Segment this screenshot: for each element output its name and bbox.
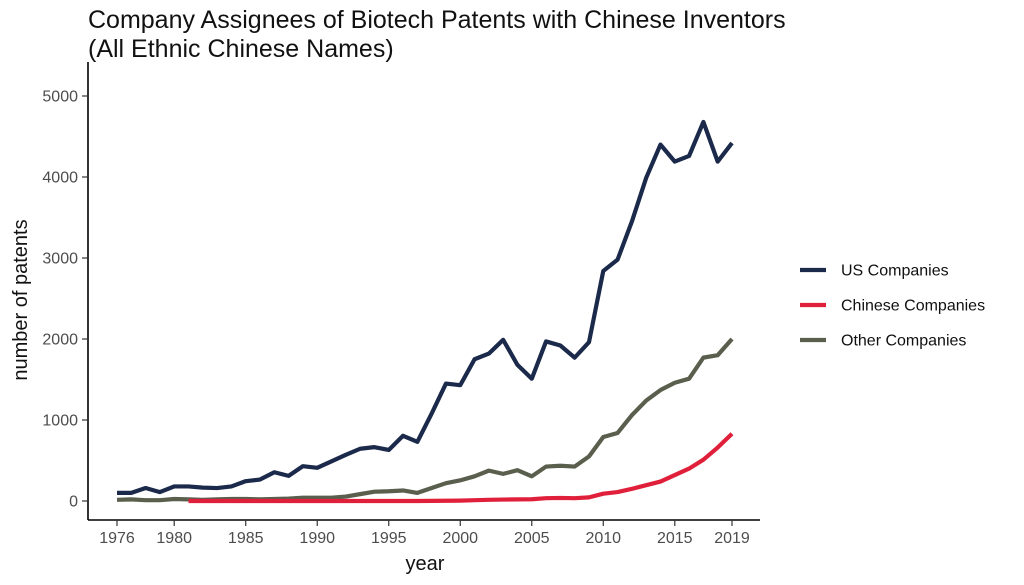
legend-label-chinese-companies: Chinese Companies <box>841 298 985 315</box>
x-tick-label: 1976 <box>99 530 135 547</box>
chart-title: Company Assignees of Biotech Patents wit… <box>88 6 786 64</box>
chart-title-line-1: Company Assignees of Biotech Patents wit… <box>88 6 786 34</box>
y-tick-label: 2000 <box>42 332 78 349</box>
series-line-us-companies <box>117 119 734 495</box>
x-tick-label: 2010 <box>585 530 621 547</box>
axes: 0 1000 2000 3000 4000 5000 1976 1980 1985 1990 199… <box>42 62 760 547</box>
series-line-chinese-companies <box>188 432 734 504</box>
legend-label-other-companies: Other Companies <box>841 333 966 350</box>
x-tick-label: 2015 <box>657 530 693 547</box>
x-tick-label: 2005 <box>514 530 550 547</box>
x-tick-label: 1980 <box>156 530 192 547</box>
legend-label-us-companies: US Companies <box>841 263 949 280</box>
chart-title-line-2: (All Ethnic Chinese Names) <box>88 35 394 63</box>
x-tick-label: 1985 <box>228 530 264 547</box>
y-tick-label: 0 <box>69 494 78 511</box>
x-tick-label: 2000 <box>442 530 478 547</box>
y-tick-label: 3000 <box>42 251 78 268</box>
x-tick-label: 1990 <box>299 530 335 547</box>
y-tick-label: 1000 <box>42 413 78 430</box>
series-line-other-companies <box>116 337 734 503</box>
series-lines <box>116 119 734 504</box>
x-tick-label: 2019 <box>714 530 750 547</box>
legend: US Companies Chinese Companies Other Compa… <box>800 263 985 350</box>
y-axis-title: number of patents <box>10 219 32 380</box>
y-tick-label: 5000 <box>42 89 78 106</box>
x-axis-title: year <box>406 553 445 575</box>
y-tick-label: 4000 <box>42 170 78 187</box>
x-tick-label: 1995 <box>371 530 407 547</box>
